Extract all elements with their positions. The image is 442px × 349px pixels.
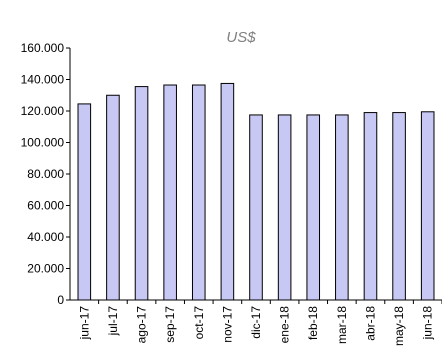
x-tick-label: abr-18 — [363, 306, 377, 341]
x-tick-label: dic-17 — [249, 306, 263, 339]
y-tick-label: 80.000 — [27, 167, 64, 181]
x-tick-label: ago-17 — [135, 306, 149, 344]
x-tick-label: sep-17 — [163, 306, 177, 343]
x-tick-label: jun-17 — [77, 306, 91, 341]
bar-oct-17 — [191, 84, 206, 301]
bar-jun-17 — [77, 103, 92, 301]
y-tick-label: 160.000 — [21, 41, 65, 55]
bar-sep-17 — [163, 84, 177, 301]
y-tick-label: 40.000 — [27, 230, 64, 244]
bar-jul-17 — [106, 94, 120, 301]
y-tick-label: 0 — [57, 293, 64, 307]
x-tick-label: jul-17 — [106, 306, 120, 337]
x-tick-label: mar-18 — [335, 306, 349, 344]
x-tick-label: jun-18 — [421, 306, 435, 341]
bar-nov-17 — [220, 82, 235, 301]
bar-abr-18 — [363, 112, 378, 301]
y-tick-label: 140.000 — [21, 73, 65, 87]
x-tick-label: feb-18 — [306, 306, 320, 340]
bar-ago-17 — [134, 86, 149, 301]
y-tick-label: 100.000 — [21, 136, 65, 150]
bar-jun-18 — [420, 111, 435, 301]
x-tick-label: nov-17 — [220, 306, 234, 343]
bar-mar-18 — [335, 114, 349, 301]
bar-feb-18 — [306, 114, 321, 301]
y-tick-label: 120.000 — [21, 104, 65, 118]
y-axis: 0 20.000 40.000 60.000 80.000 100.000 120.000 1… — [21, 41, 71, 307]
x-tick-label: oct-17 — [192, 306, 206, 340]
bar-dic-17 — [249, 114, 263, 301]
y-tick-label: 60.000 — [27, 199, 64, 213]
bar-may-18 — [392, 112, 406, 301]
y-tick-label: 20.000 — [27, 262, 64, 276]
chart-title: US$ — [226, 29, 256, 46]
x-tick-label: may-18 — [392, 306, 406, 346]
x-axis: jun-17 jul-17 ago-17 sep-17 oct-17 nov-17 dic-… — [70, 299, 442, 346]
bars — [77, 82, 435, 301]
bar-ene-18 — [277, 114, 292, 301]
x-tick-label: ene-18 — [278, 306, 292, 344]
